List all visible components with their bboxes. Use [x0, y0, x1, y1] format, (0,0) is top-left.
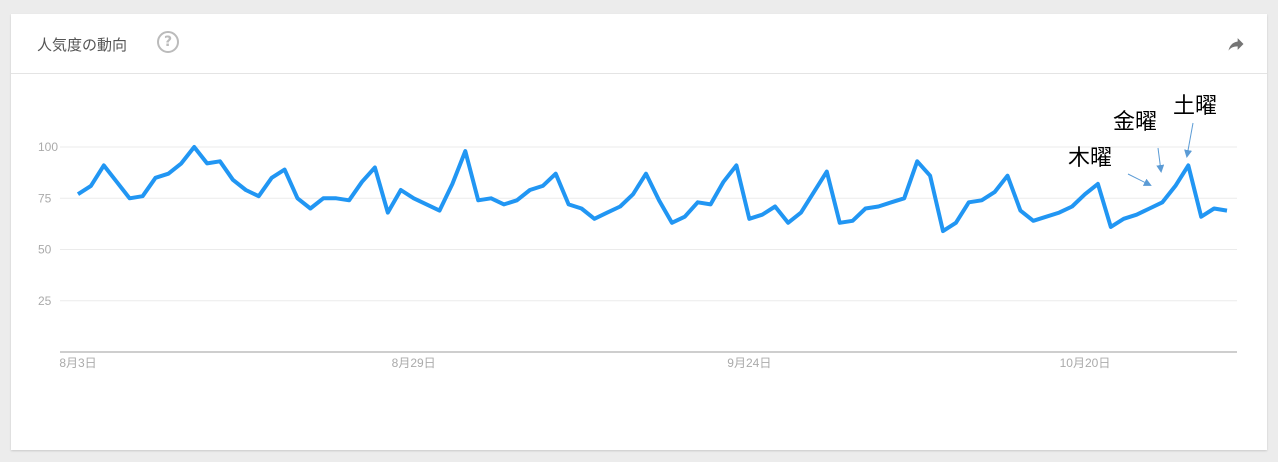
annotation-arrow — [1156, 147, 1165, 173]
x-tick-label: 8月29日 — [392, 356, 436, 370]
annotation-arrow — [1127, 173, 1152, 186]
series-line — [76, 145, 1228, 234]
help-circle-icon[interactable]: ? — [157, 31, 179, 53]
y-tick-label: 100 — [38, 140, 58, 154]
annotation-label: 土曜 — [1173, 94, 1217, 119]
y-tick-label: 25 — [38, 294, 52, 308]
trend-card: 人気度の動向 ? — [11, 14, 1267, 450]
annotation-label: 木曜 — [1068, 146, 1112, 171]
x-tick-label: 9月24日 — [727, 356, 771, 370]
share-icon[interactable] — [1225, 34, 1247, 54]
card-title: 人気度の動向 — [37, 36, 128, 54]
y-tick-label: 75 — [38, 191, 52, 205]
annotation-label: 金曜 — [1113, 110, 1157, 135]
x-tick-label: 8月3日 — [59, 356, 96, 370]
annotation-arrow — [1184, 122, 1194, 158]
x-tick-label: 10月20日 — [1060, 356, 1111, 370]
y-tick-label: 50 — [38, 243, 52, 257]
card-header: 人気度の動向 ? — [11, 14, 1267, 74]
